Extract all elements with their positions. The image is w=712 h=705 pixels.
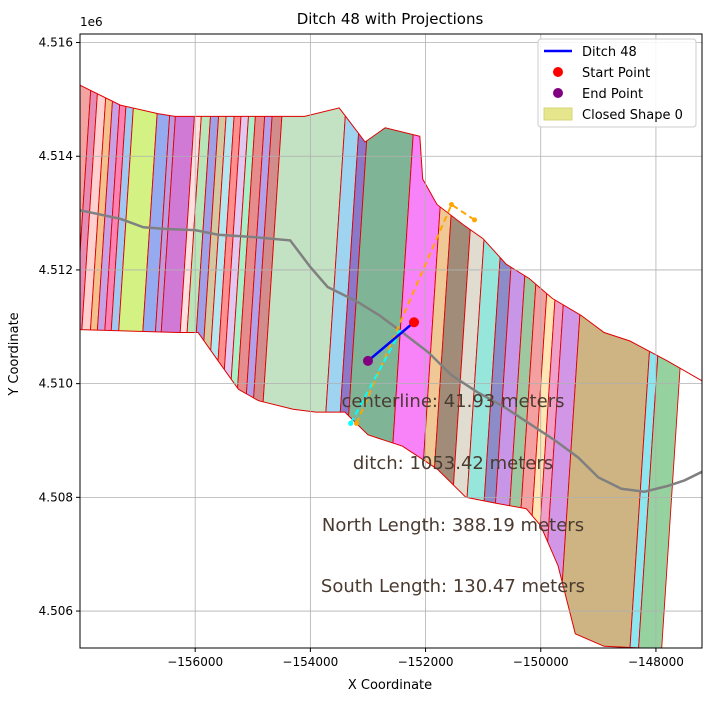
y-axis-offset-label: 1e6 (80, 15, 103, 29)
x-tick-label: −150000 (513, 655, 569, 669)
shape-strip (80, 85, 95, 648)
ditch-line (367, 321, 415, 362)
legend-box (537, 38, 697, 128)
legend-entry-label: Start Point (582, 66, 650, 81)
north-projection-point (353, 420, 359, 426)
annotations: centerline: 41.93 meters ditch: 1053.42 m… (321, 391, 585, 597)
legend-entry-label: Ditch 48 (582, 45, 637, 60)
x-tick-label: −152000 (398, 655, 454, 669)
north-projection-point (448, 202, 454, 208)
shape-strip (80, 85, 102, 648)
x-tick-label: −148000 (628, 655, 684, 669)
centerline-path (80, 208, 702, 493)
y-axis-label: Y Coordinate (7, 312, 22, 396)
south-projection-line (349, 332, 401, 424)
length-annotation: South Length: 130.47 meters (321, 576, 585, 597)
axis-ticks: −156000 −154000 −152000 −150000 −148000 4.506… (39, 36, 684, 669)
y-tick-label: 4.514 (39, 149, 73, 163)
shape-boundary (80, 84, 702, 648)
y-tick-label: 4.512 (39, 263, 73, 277)
grid (80, 34, 702, 648)
length-annotation: centerline: 41.93 meters (342, 391, 565, 412)
north-projection-point (472, 217, 478, 223)
south-projection-point (348, 420, 354, 426)
y-tick-label: 4.506 (39, 604, 73, 618)
legend-swatch-patch (543, 107, 573, 121)
y-tick-label: 4.510 (39, 377, 73, 391)
projection-lines (80, 202, 702, 493)
y-tick-label: 4.516 (39, 36, 73, 50)
x-tick-label: −154000 (282, 655, 338, 669)
legend-entry-label: Closed Shape 0 (582, 108, 683, 123)
legend-entry-label: End Point (582, 87, 643, 102)
y-tick-label: 4.508 (39, 490, 73, 504)
start-point-marker (409, 317, 420, 328)
length-annotation: North Length: 388.19 meters (322, 515, 584, 536)
x-axis-label: X Coordinate (348, 678, 432, 693)
legend: Ditch 48 Start Point End Point Closed Shape… (537, 38, 697, 128)
plot-frame (79, 33, 703, 649)
chart-title: Ditch 48 with Projections (297, 10, 484, 28)
length-annotation: ditch: 1053.42 meters (353, 453, 553, 474)
end-point-marker (362, 355, 373, 366)
legend-swatch-marker (553, 67, 563, 77)
x-tick-label: −156000 (167, 655, 223, 669)
legend-swatch-marker (553, 88, 563, 98)
